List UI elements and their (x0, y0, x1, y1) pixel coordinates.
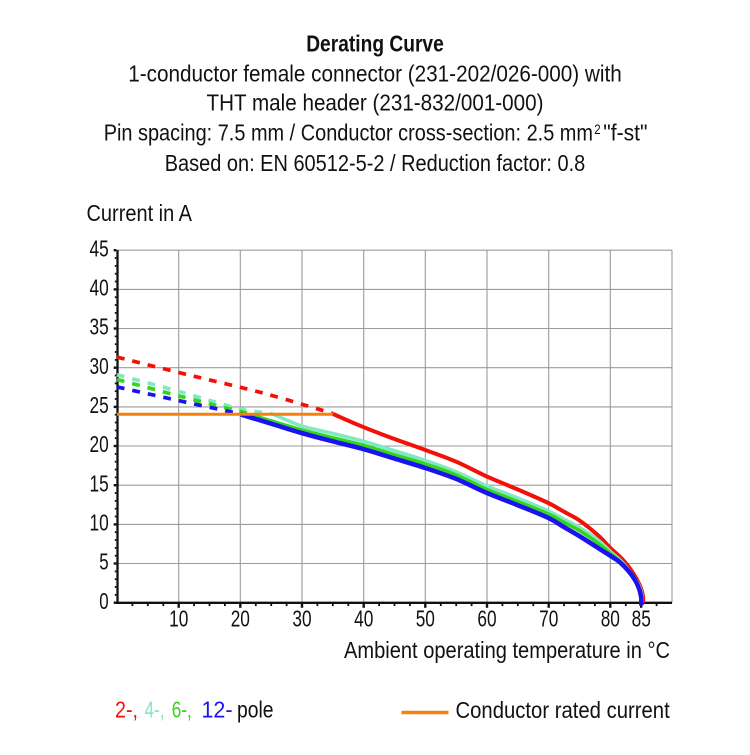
svg-text:6-,: 6-, (172, 697, 192, 723)
svg-text:Current in A: Current in A (87, 200, 193, 226)
svg-text:Based on: EN 60512-5-2 / Reduc: Based on: EN 60512-5-2 / Reduction facto… (165, 150, 586, 176)
svg-text:THT male header (231-832/001-0: THT male header (231-832/001-000) (207, 90, 544, 116)
svg-text:30: 30 (292, 605, 311, 631)
svg-text:20: 20 (90, 431, 109, 457)
svg-text:60: 60 (477, 605, 496, 631)
svg-text:Derating Curve: Derating Curve (306, 31, 444, 57)
svg-text:30: 30 (90, 353, 109, 379)
svg-text:85: 85 (632, 605, 651, 631)
svg-text:2-,: 2-, (115, 697, 138, 723)
svg-text:Conductor rated current: Conductor rated current (456, 697, 671, 723)
svg-text:70: 70 (539, 605, 558, 631)
svg-text:Pin spacing: 7.5 mm / Conducto: Pin spacing: 7.5 mm / Conductor cross-se… (104, 120, 593, 146)
svg-text:1-conductor female connector (: 1-conductor female connector (231-202/02… (128, 60, 622, 86)
svg-text:15: 15 (90, 470, 109, 496)
svg-text:25: 25 (90, 392, 109, 418)
svg-text:80: 80 (601, 605, 620, 631)
svg-text:4-,: 4-, (145, 697, 165, 723)
svg-text:10: 10 (169, 605, 188, 631)
svg-text:5: 5 (99, 549, 108, 575)
svg-text:50: 50 (416, 605, 435, 631)
svg-text:45: 45 (90, 235, 109, 261)
svg-text:pole: pole (237, 697, 274, 723)
svg-text:"f-st": "f-st" (603, 120, 647, 146)
svg-text:20: 20 (231, 605, 250, 631)
svg-text:35: 35 (90, 314, 109, 340)
svg-text:10: 10 (90, 510, 109, 536)
svg-text:12-: 12- (202, 697, 233, 723)
svg-text:Ambient operating temperature: Ambient operating temperature in °C (344, 637, 670, 663)
svg-text:0: 0 (99, 588, 108, 614)
svg-text:2: 2 (594, 121, 601, 137)
svg-text:40: 40 (90, 275, 109, 301)
svg-text:40: 40 (354, 605, 373, 631)
